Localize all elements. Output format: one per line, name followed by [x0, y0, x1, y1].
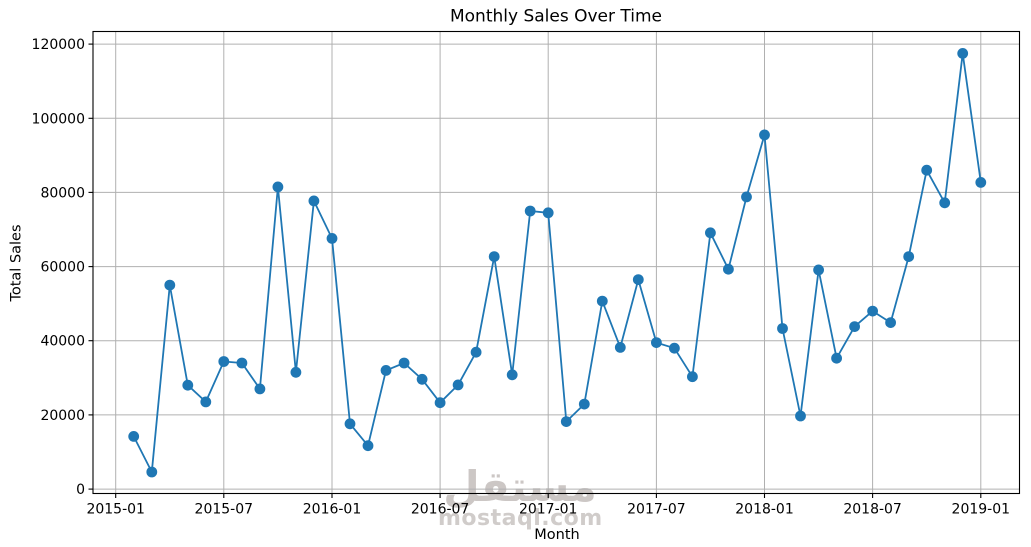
data-point-2017-03	[578, 398, 590, 410]
data-point-2015-10	[272, 181, 284, 193]
x-axis-label: Month	[534, 527, 579, 543]
y-tick-label: 40000	[40, 334, 85, 350]
data-point-2017-01	[542, 207, 554, 219]
data-point-2016-04	[380, 365, 392, 376]
data-point-2016-12	[524, 205, 536, 217]
data-point-2016-01	[326, 233, 338, 244]
data-point-2017-12	[741, 191, 752, 203]
data-point-2017-08	[669, 342, 680, 354]
data-point-2017-07	[651, 337, 662, 348]
y-tick-label: 100000	[32, 111, 85, 127]
data-point-2017-09	[687, 371, 698, 383]
y-tick-label: 60000	[40, 260, 85, 276]
axes-layer: 0 20000 40000 60000 80000 100000 120000 2015-01…	[32, 30, 1021, 518]
data-point-2015-05	[182, 379, 194, 391]
data-point-2018-02	[777, 323, 788, 334]
y-tick-label: 80000	[40, 185, 85, 201]
series-layer	[128, 48, 987, 478]
x-tick-label: 2017-01	[519, 502, 578, 518]
grid-layer	[93, 31, 1020, 494]
data-point-2018-09	[903, 251, 915, 262]
x-tick-label: 2016-01	[303, 502, 362, 518]
y-tick-label: 120000	[32, 37, 85, 53]
data-point-2016-02	[344, 418, 356, 430]
sales-series-line	[132, 52, 982, 473]
data-point-2017-06	[632, 274, 644, 285]
data-point-2018-11	[939, 197, 951, 209]
x-tick-label: 2018-07	[843, 502, 902, 518]
data-point-2017-11	[723, 263, 734, 275]
data-point-2016-05	[398, 357, 410, 369]
data-point-2015-09	[254, 383, 266, 395]
data-point-2016-03	[362, 440, 374, 452]
data-point-2015-02	[128, 431, 140, 442]
data-point-2016-09	[470, 346, 482, 358]
data-point-2015-04	[164, 279, 176, 291]
data-point-2016-06	[416, 373, 428, 385]
data-point-2015-07	[218, 356, 230, 367]
y-tick-label: 20000	[40, 408, 85, 424]
data-point-2017-02	[560, 416, 572, 427]
x-tick-label: 2018-01	[735, 502, 794, 518]
data-point-2018-05	[831, 352, 842, 364]
x-tick-label: 2015-01	[86, 502, 145, 518]
data-point-2015-12	[308, 195, 320, 207]
data-point-2017-10	[705, 227, 716, 239]
x-tick-label: 2015-07	[195, 502, 254, 518]
data-point-2018-01	[759, 129, 770, 141]
data-point-2019-01	[975, 177, 987, 188]
data-point-2018-06	[849, 321, 860, 332]
data-point-2016-08	[452, 379, 464, 391]
plot-border	[92, 30, 1021, 495]
data-point-2015-08	[236, 357, 248, 369]
y-tick-label: 0	[76, 482, 85, 498]
data-point-2018-03	[795, 410, 806, 422]
data-point-2016-10	[488, 251, 500, 262]
data-point-2018-04	[813, 264, 824, 276]
data-point-2016-07	[434, 397, 446, 409]
x-tick-label: 2017-07	[627, 502, 686, 518]
data-point-2015-03	[146, 466, 158, 478]
x-tick-label: 2016-07	[411, 502, 470, 518]
data-point-2016-11	[506, 369, 518, 381]
chart-title: Monthly Sales Over Time	[450, 7, 662, 27]
data-point-2018-07	[867, 305, 878, 317]
x-tick-label: 2019-01	[952, 502, 1011, 518]
data-point-2018-10	[921, 164, 933, 176]
y-axis-label: Total Sales	[9, 224, 25, 302]
data-point-2015-11	[290, 366, 302, 378]
data-point-2018-12	[957, 48, 969, 59]
data-point-2017-04	[596, 295, 608, 307]
data-point-2017-05	[614, 342, 626, 353]
data-point-2018-08	[885, 317, 896, 328]
data-point-2015-06	[200, 396, 212, 408]
